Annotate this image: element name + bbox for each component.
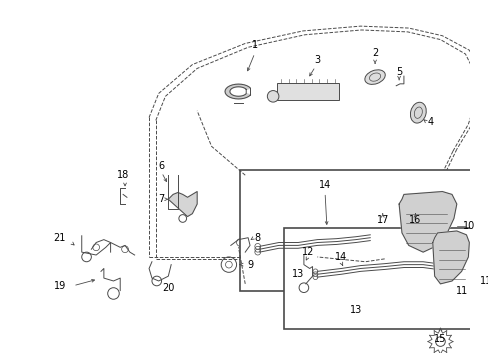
Text: 17: 17 — [376, 215, 388, 225]
Text: 12: 12 — [301, 247, 313, 257]
Text: 18: 18 — [117, 170, 129, 180]
Text: 1: 1 — [251, 40, 257, 50]
Bar — [276, 83, 338, 100]
Text: 16: 16 — [408, 215, 421, 225]
Bar — [283, 228, 470, 329]
Text: 8: 8 — [254, 233, 260, 243]
Polygon shape — [398, 192, 456, 252]
Polygon shape — [224, 84, 250, 99]
Polygon shape — [168, 192, 197, 217]
Text: 2: 2 — [371, 48, 377, 58]
Text: 6: 6 — [158, 161, 164, 171]
Text: 11: 11 — [479, 276, 488, 286]
Text: 5: 5 — [395, 67, 402, 77]
Text: 9: 9 — [246, 260, 253, 270]
Ellipse shape — [402, 180, 427, 211]
Ellipse shape — [364, 70, 385, 84]
Text: 11: 11 — [454, 285, 467, 296]
Text: 14: 14 — [318, 180, 330, 190]
Polygon shape — [432, 231, 468, 284]
Text: 19: 19 — [53, 281, 65, 291]
Text: 3: 3 — [314, 55, 320, 65]
Circle shape — [267, 91, 278, 102]
Text: 4: 4 — [427, 117, 433, 127]
Text: 13: 13 — [291, 269, 304, 279]
Bar — [240, 170, 488, 291]
Text: 14: 14 — [335, 252, 347, 262]
Text: 13: 13 — [349, 305, 361, 315]
Text: 15: 15 — [433, 334, 446, 344]
Ellipse shape — [409, 102, 426, 123]
Text: 7: 7 — [158, 194, 164, 204]
Text: 10: 10 — [462, 221, 474, 231]
Ellipse shape — [371, 182, 393, 212]
Text: 21: 21 — [53, 233, 66, 243]
Text: 20: 20 — [162, 283, 174, 293]
